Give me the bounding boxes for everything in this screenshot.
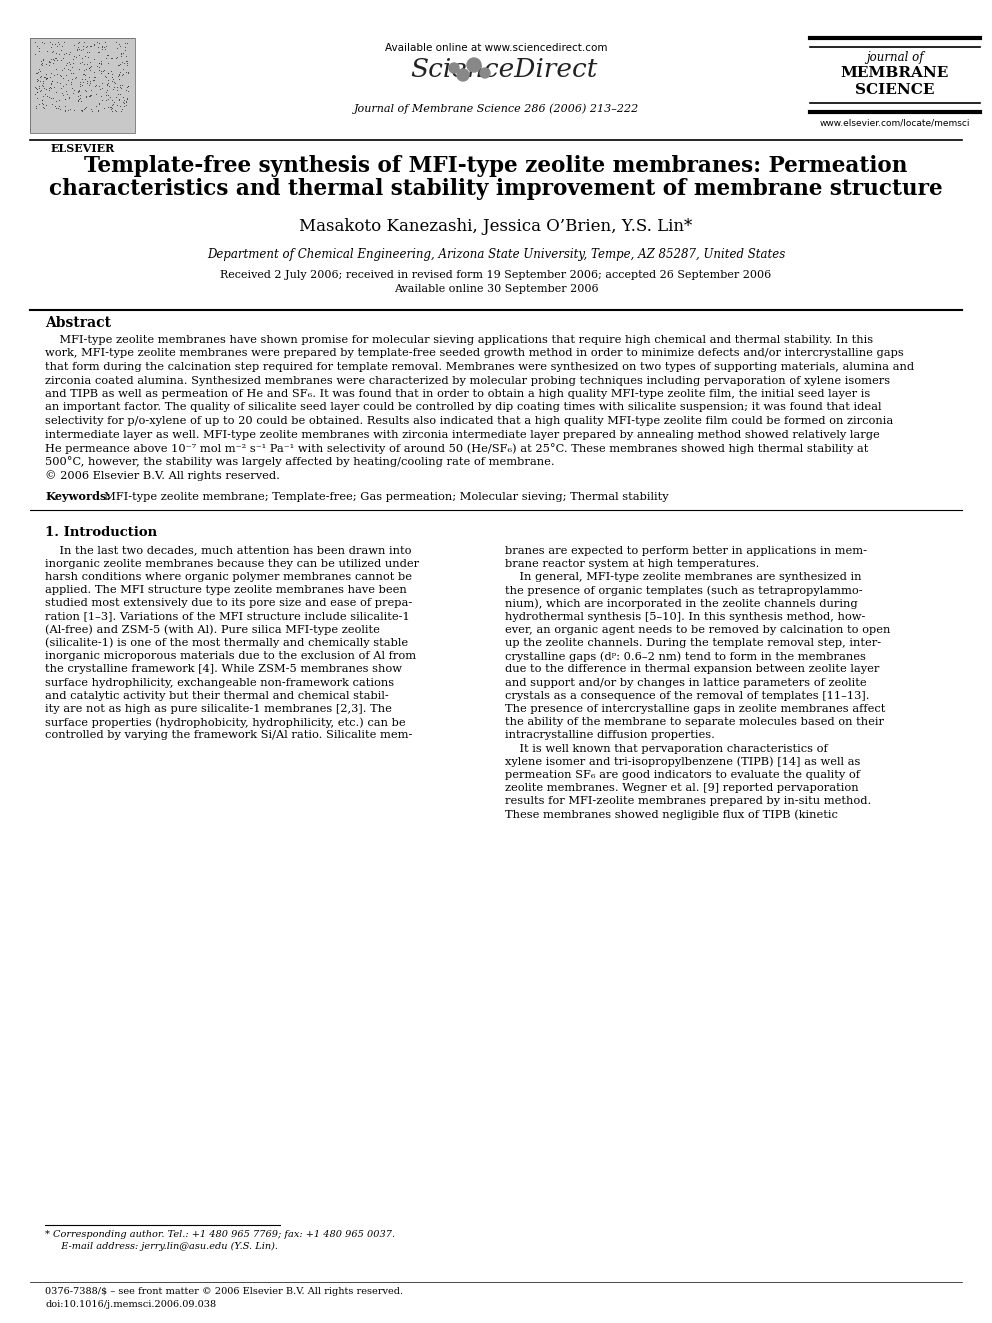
Text: SCIENCE: SCIENCE [855,83,934,97]
Text: crystals as a consequence of the removal of templates [11–13].: crystals as a consequence of the removal… [505,691,870,701]
Text: the presence of organic templates (such as tetrapropylammo-: the presence of organic templates (such … [505,585,863,595]
Text: xylene isomer and tri-isopropylbenzene (TIPB) [14] as well as: xylene isomer and tri-isopropylbenzene (… [505,757,860,767]
Text: 0376-7388/$ – see front matter © 2006 Elsevier B.V. All rights reserved.: 0376-7388/$ – see front matter © 2006 El… [45,1287,403,1297]
Text: harsh conditions where organic polymer membranes cannot be: harsh conditions where organic polymer m… [45,572,412,582]
Text: characteristics and thermal stability improvement of membrane structure: characteristics and thermal stability im… [50,179,942,200]
Text: 500°C, however, the stability was largely affected by heating/cooling rate of me: 500°C, however, the stability was largel… [45,456,555,467]
Text: and TIPB as well as permeation of He and SF₆. It was found that in order to obta: and TIPB as well as permeation of He and… [45,389,870,400]
Text: journal of: journal of [866,52,924,64]
Text: nium), which are incorporated in the zeolite channels during: nium), which are incorporated in the zeo… [505,598,858,609]
Text: © 2006 Elsevier B.V. All rights reserved.: © 2006 Elsevier B.V. All rights reserved… [45,470,280,480]
Text: Keywords:: Keywords: [45,492,110,503]
Text: surface hydrophilicity, exchangeable non-framework cations: surface hydrophilicity, exchangeable non… [45,677,394,688]
Text: permeation SF₆ are good indicators to evaluate the quality of: permeation SF₆ are good indicators to ev… [505,770,860,779]
Text: The presence of intercrystalline gaps in zeolite membranes affect: The presence of intercrystalline gaps in… [505,704,886,714]
Circle shape [457,69,469,81]
Text: Received 2 July 2006; received in revised form 19 September 2006; accepted 26 Se: Received 2 July 2006; received in revise… [220,270,772,280]
Text: doi:10.1016/j.memsci.2006.09.038: doi:10.1016/j.memsci.2006.09.038 [45,1301,216,1308]
Text: Template-free synthesis of MFI-type zeolite membranes: Permeation: Template-free synthesis of MFI-type zeol… [84,155,908,177]
Text: studied most extensively due to its pore size and ease of prepa-: studied most extensively due to its pore… [45,598,413,609]
Text: the ability of the membrane to separate molecules based on their: the ability of the membrane to separate … [505,717,884,728]
Text: ScienceDirect: ScienceDirect [411,57,598,82]
Bar [30,38,135,134]
Circle shape [480,67,490,78]
Text: intracrystalline diffusion properties.: intracrystalline diffusion properties. [505,730,715,741]
Text: surface properties (hydrophobicity, hydrophilicity, etc.) can be: surface properties (hydrophobicity, hydr… [45,717,406,728]
Text: 1. Introduction: 1. Introduction [45,525,157,538]
Text: an important factor. The quality of silicalite seed layer could be controlled by: an important factor. The quality of sili… [45,402,882,413]
Text: Available online at www.sciencedirect.com: Available online at www.sciencedirect.co… [385,44,607,53]
Text: Masakoto Kanezashi, Jessica O’Brien, Y.S. Lin*: Masakoto Kanezashi, Jessica O’Brien, Y.S… [300,218,692,235]
Text: ELSEVIER: ELSEVIER [51,143,115,153]
Text: the crystalline framework [4]. While ZSM-5 membranes show: the crystalline framework [4]. While ZSM… [45,664,402,675]
Text: that form during the calcination step required for template removal. Membranes w: that form during the calcination step re… [45,363,914,372]
Text: In the last two decades, much attention has been drawn into: In the last two decades, much attention … [45,545,412,556]
Text: ever, an organic agent needs to be removed by calcination to open: ever, an organic agent needs to be remov… [505,624,891,635]
Text: brane reactor system at high temperatures.: brane reactor system at high temperature… [505,558,759,569]
Text: zirconia coated alumina. Synthesized membranes were characterized by molecular p: zirconia coated alumina. Synthesized mem… [45,376,890,385]
Text: work, MFI-type zeolite membranes were prepared by template-free seeded growth me: work, MFI-type zeolite membranes were pr… [45,348,904,359]
Text: (silicalite-1) is one of the most thermally and chemically stable: (silicalite-1) is one of the most therma… [45,638,408,648]
Text: intermediate layer as well. MFI-type zeolite membranes with zirconia intermediat: intermediate layer as well. MFI-type zeo… [45,430,880,439]
Text: controlled by varying the framework Si/Al ratio. Silicalite mem-: controlled by varying the framework Si/A… [45,730,413,741]
Text: inorganic zeolite membranes because they can be utilized under: inorganic zeolite membranes because they… [45,558,420,569]
Text: Department of Chemical Engineering, Arizona State University, Tempe, AZ 85287, U: Department of Chemical Engineering, Ariz… [207,247,785,261]
Text: Abstract: Abstract [45,316,111,329]
Text: It is well known that pervaporation characteristics of: It is well known that pervaporation char… [505,744,827,754]
Circle shape [449,64,459,73]
Text: ration [1–3]. Variations of the MFI structure include silicalite-1: ration [1–3]. Variations of the MFI stru… [45,611,410,622]
Circle shape [467,58,481,71]
Text: selectivity for p/o-xylene of up to 20 could be obtained. Results also indicated: selectivity for p/o-xylene of up to 20 c… [45,415,893,426]
Text: up the zeolite channels. During the template removal step, inter-: up the zeolite channels. During the temp… [505,638,881,648]
Text: crystalline gaps (dᵖ: 0.6–2 nm) tend to form in the membranes: crystalline gaps (dᵖ: 0.6–2 nm) tend to … [505,651,866,662]
Text: hydrothermal synthesis [5–10]. In this synthesis method, how-: hydrothermal synthesis [5–10]. In this s… [505,611,865,622]
Text: MEMBRANE: MEMBRANE [841,66,949,79]
Text: due to the difference in thermal expansion between zeolite layer: due to the difference in thermal expansi… [505,664,879,675]
Text: E-mail address: jerry.lin@asu.edu (Y.S. Lin).: E-mail address: jerry.lin@asu.edu (Y.S. … [55,1242,278,1252]
Text: These membranes showed negligible flux of TIPB (kinetic: These membranes showed negligible flux o… [505,810,838,820]
Text: Available online 30 September 2006: Available online 30 September 2006 [394,284,598,294]
Text: results for MFI-zeolite membranes prepared by in-situ method.: results for MFI-zeolite membranes prepar… [505,796,871,806]
Text: ity are not as high as pure silicalite-1 membranes [2,3]. The: ity are not as high as pure silicalite-1… [45,704,392,714]
Text: MFI-type zeolite membrane; Template-free; Gas permeation; Molecular sieving; The: MFI-type zeolite membrane; Template-free… [97,492,669,501]
Text: branes are expected to perform better in applications in mem-: branes are expected to perform better in… [505,545,867,556]
Text: (Al-free) and ZSM-5 (with Al). Pure silica MFI-type zeolite: (Al-free) and ZSM-5 (with Al). Pure sili… [45,624,380,635]
Text: Journal of Membrane Science 286 (2006) 213–222: Journal of Membrane Science 286 (2006) 2… [353,103,639,114]
Text: In general, MFI-type zeolite membranes are synthesized in: In general, MFI-type zeolite membranes a… [505,572,861,582]
Text: inorganic microporous materials due to the exclusion of Al from: inorganic microporous materials due to t… [45,651,416,662]
Text: www.elsevier.com/locate/memsci: www.elsevier.com/locate/memsci [819,118,970,127]
Text: He permeance above 10⁻⁷ mol m⁻² s⁻¹ Pa⁻¹ with selectivity of around 50 (He/SF₆) : He permeance above 10⁻⁷ mol m⁻² s⁻¹ Pa⁻¹… [45,443,868,454]
Text: applied. The MFI structure type zeolite membranes have been: applied. The MFI structure type zeolite … [45,585,407,595]
Text: * Corresponding author. Tel.: +1 480 965 7769; fax: +1 480 965 0037.: * Corresponding author. Tel.: +1 480 965… [45,1230,395,1240]
Text: zeolite membranes. Wegner et al. [9] reported pervaporation: zeolite membranes. Wegner et al. [9] rep… [505,783,859,792]
Text: and support and/or by changes in lattice parameters of zeolite: and support and/or by changes in lattice… [505,677,867,688]
Text: MFI-type zeolite membranes have shown promise for molecular sieving applications: MFI-type zeolite membranes have shown pr… [45,335,873,345]
Text: and catalytic activity but their thermal and chemical stabil-: and catalytic activity but their thermal… [45,691,389,701]
